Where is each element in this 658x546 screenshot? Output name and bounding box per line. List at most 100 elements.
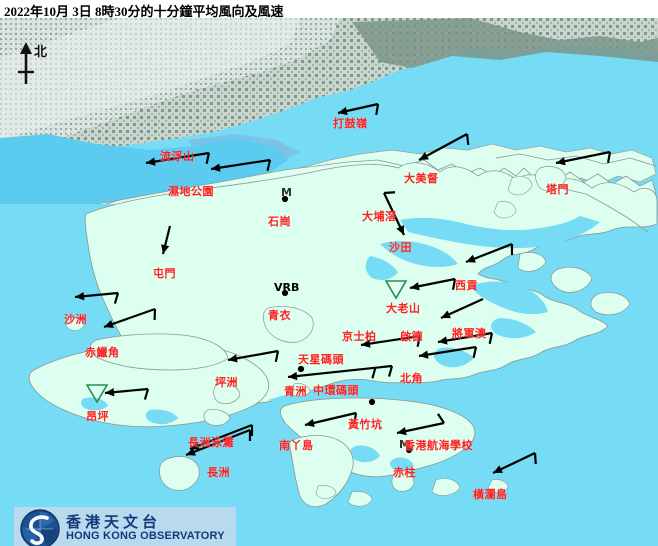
station-label-ngong-ping: 昂坪 [86, 410, 109, 423]
barb-tai-po-kau-flag [383, 191, 396, 195]
barb-hk-sea-school-arrowhead [397, 427, 407, 436]
hko-logo[interactable]: 香港天文台 HONG KONG OBSERVATORY [14, 507, 236, 546]
barb-tseung-kwan-o-arrowhead [441, 310, 451, 319]
station-dot-stanley [405, 446, 413, 454]
barb-tai-mei-tuk-flag [465, 133, 470, 146]
barb-tates-cairn-flag [451, 278, 457, 291]
barb-waglan-island-flag [533, 452, 537, 465]
hko-swirl-logo-icon [20, 509, 60, 546]
barb-lamma-island [304, 411, 358, 428]
barb-tuen-mun [161, 225, 172, 255]
barb-wetland-park-flag [266, 159, 272, 171]
barb-tai-po-kau-arrowhead [396, 225, 404, 235]
barb-ta-kwu-ling [337, 102, 380, 116]
station-label-sha-tin: 沙田 [389, 241, 412, 254]
calm-triangle-layer [85, 280, 408, 404]
barb-tseung-kwan-o [440, 297, 484, 320]
page-title: 2022年10月 3日 8時30分的十分鐘平均風向及風速 [4, 4, 284, 19]
station-label-sha-chau: 沙洲 [64, 313, 87, 326]
barb-kai-tak-flag [488, 332, 494, 344]
barb-tap-mun-arrowhead [556, 157, 566, 166]
wind-barb-layer [74, 102, 612, 474]
barb-ngong-ping [104, 387, 150, 400]
barb-sha-chau-flag [113, 292, 120, 304]
barb-lau-fau-shan-shaft [145, 151, 210, 165]
barb-sai-kung-arrowhead [466, 254, 476, 263]
north-label: 北 [34, 45, 48, 60]
title-bar: 2022年10月 3日 8時30分的十分鐘平均風向及風速 [0, 0, 658, 19]
barb-tuen-mun-arrowhead [161, 244, 170, 254]
station-label-tsing-yi: 青衣 [268, 309, 291, 322]
barb-peng-chau [227, 349, 280, 363]
barb-waglan-island [492, 452, 537, 474]
barb-wetland-park-shaft [210, 158, 271, 171]
barb-kai-tak-shaft [437, 331, 493, 344]
barb-kings-park [360, 334, 422, 348]
barb-cheung-chau-shaft [185, 428, 251, 457]
barb-tap-mun-flag [606, 151, 612, 164]
station-label-wong-chuk-hang: 黃竹坑 [348, 418, 383, 431]
barb-tai-mei-tuk [418, 133, 470, 161]
barb-tai-mei-tuk-shaft [418, 133, 468, 161]
variable-wind-label-tsing-yi: VRB [274, 281, 300, 294]
station-label-tai-mei-tuk: 大美督 [404, 172, 439, 185]
barb-lamma-island-flag [353, 412, 358, 425]
barb-lau-fau-shan-flag [205, 152, 211, 164]
station-label-kai-tak: 啟德 [400, 330, 423, 343]
barb-sai-kung [465, 242, 514, 264]
map-graphics [0, 18, 658, 546]
map-canvas[interactable]: 北 石崗 M 赤柱 M 青衣 VRB 青洲 黃竹坑 打鼓嶺 流浮山 濕地公園 大美督 塔門 大埔滘 沙田 屯門… [0, 18, 658, 546]
barb-ta-kwu-ling-flag [375, 103, 380, 116]
station-label-chek-lap-kok: 赤鱲角 [85, 346, 120, 359]
logo-text-en: HONG KONG OBSERVATORY [66, 530, 225, 542]
barb-lamma-island-arrowhead [305, 418, 315, 428]
barb-peng-chau-flag [274, 350, 280, 363]
station-label-tuen-mun: 屯門 [153, 267, 176, 280]
station-label-peng-chau: 坪洲 [215, 376, 238, 389]
station-label-tseung-kwan-o: 將軍澳 [452, 327, 487, 340]
station-label-lamma-island: 南丫島 [279, 439, 314, 452]
station-label-ta-kwu-ling: 打鼓嶺 [333, 117, 368, 130]
station-label-tai-po-kau: 大埔滘 [362, 210, 397, 223]
barb-waglan-island-arrowhead [493, 465, 503, 473]
station-dot-layer [281, 195, 413, 454]
barb-north-point-shaft [418, 345, 477, 358]
station-label-lau-fau-shan: 流浮山 [160, 150, 195, 163]
station-label-central-pier: 中環碼頭 [313, 384, 359, 397]
barb-tai-po-kau [383, 191, 405, 236]
barb-cheung-chau-beach [189, 423, 254, 451]
barb-ta-kwu-ling-arrowhead [338, 106, 348, 116]
barb-ngong-ping-flag [143, 388, 150, 400]
station-label-hk-sea-school: 香港航海學校 [404, 439, 473, 452]
manned-station-marker-shek-kong: M [281, 186, 292, 199]
barb-tai-mei-tuk-arrowhead [419, 152, 429, 160]
barb-cheung-chau-beach-shaft [189, 423, 253, 451]
barb-north-point [418, 345, 478, 359]
station-label-kings-park: 京士柏 [342, 330, 377, 343]
barb-lau-fau-shan [145, 151, 211, 166]
station-label-tap-mun: 塔門 [546, 183, 569, 196]
barb-north-point-flag [472, 346, 478, 358]
station-label-tsing-chau: 青洲 [284, 385, 307, 398]
station-dot-tsing-chau [297, 365, 305, 373]
barb-chek-lap-kok [103, 307, 157, 329]
station-label-stanley: 赤柱 [393, 466, 416, 479]
barb-star-ferry-flag [387, 365, 394, 377]
station-label-tates-cairn: 大老山 [386, 302, 421, 315]
barb-tates-cairn-arrowhead [410, 282, 420, 291]
barb-cheung-chau [185, 428, 252, 457]
barb-hk-sea-school [396, 413, 445, 436]
barb-kings-park-shaft [360, 334, 421, 347]
calm-ngong-ping [85, 384, 109, 404]
north-arrow: 北 [8, 40, 78, 90]
barb-ngong-ping-arrowhead [105, 387, 115, 397]
barb-tates-cairn [409, 277, 457, 291]
manned-station-marker-stanley: M [399, 438, 410, 451]
barb-tap-mun-shaft [555, 150, 611, 165]
station-label-waglan-island: 橫瀾島 [473, 488, 508, 501]
barb-chek-lap-kok-arrowhead [104, 320, 114, 328]
barb-sha-chau [74, 291, 120, 304]
barb-tap-mun [555, 150, 612, 166]
barb-star-ferry-arrowhead [288, 371, 298, 381]
barb-north-point-arrowhead [419, 350, 429, 359]
